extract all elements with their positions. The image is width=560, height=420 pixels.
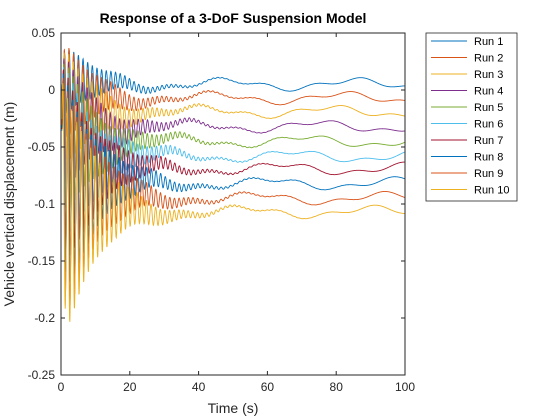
legend-label: Run 1 <box>474 36 503 48</box>
series-line-3 <box>61 52 405 160</box>
x-tick-label: 100 <box>395 380 415 394</box>
y-tick-label: 0.05 <box>32 26 56 40</box>
legend-items: Run 1 Run 2 Run 3 Run 4 Run 5 Run 6 Run 7 Run 8… <box>431 36 509 197</box>
legend-label: Run 8 <box>474 152 503 164</box>
tick-layer: 0 20 40 60 80 100 0.05 0 -0.05 -0.1 -0.15 -0.2 -0.25 <box>28 26 416 394</box>
y-axis-label: Vehicle vertical displacement (m) <box>1 102 17 307</box>
legend-label: Run 3 <box>474 69 503 81</box>
legend-label: Run 10 <box>474 185 509 197</box>
legend-label: Run 6 <box>474 119 503 131</box>
y-tick-label: -0.1 <box>34 197 55 211</box>
series-line-7 <box>61 69 405 256</box>
legend-label: Run 4 <box>474 86 503 98</box>
chart-title: Response of a 3-DoF Suspension Model <box>100 10 367 26</box>
x-axis-label: Time (s) <box>208 400 259 416</box>
legend-label: Run 2 <box>474 53 503 65</box>
legend: Run 1 Run 2 Run 3 Run 4 Run 5 Run 6 Run 7 Run 8… <box>425 32 518 202</box>
x-tick-label: 0 <box>58 380 65 394</box>
legend-label: Run 5 <box>474 102 503 114</box>
x-tick-label: 80 <box>330 380 344 394</box>
y-tick-label: -0.25 <box>28 368 56 382</box>
legend-label: Run 9 <box>474 168 503 180</box>
y-tick-label: 0 <box>48 83 55 97</box>
legend-label: Run 7 <box>474 135 503 147</box>
y-tick-label: -0.05 <box>28 140 56 154</box>
series-line-1 <box>61 49 405 115</box>
x-tick-label: 60 <box>261 380 275 394</box>
x-tick-label: 20 <box>123 380 137 394</box>
series-line-9 <box>61 77 405 307</box>
series-line-2 <box>61 47 405 138</box>
series-layer <box>61 47 405 322</box>
y-tick-label: -0.2 <box>34 311 55 325</box>
y-tick-label: -0.15 <box>28 254 56 268</box>
series-line-10 <box>61 83 405 322</box>
series-line-8 <box>61 73 405 282</box>
x-tick-label: 40 <box>192 380 206 394</box>
